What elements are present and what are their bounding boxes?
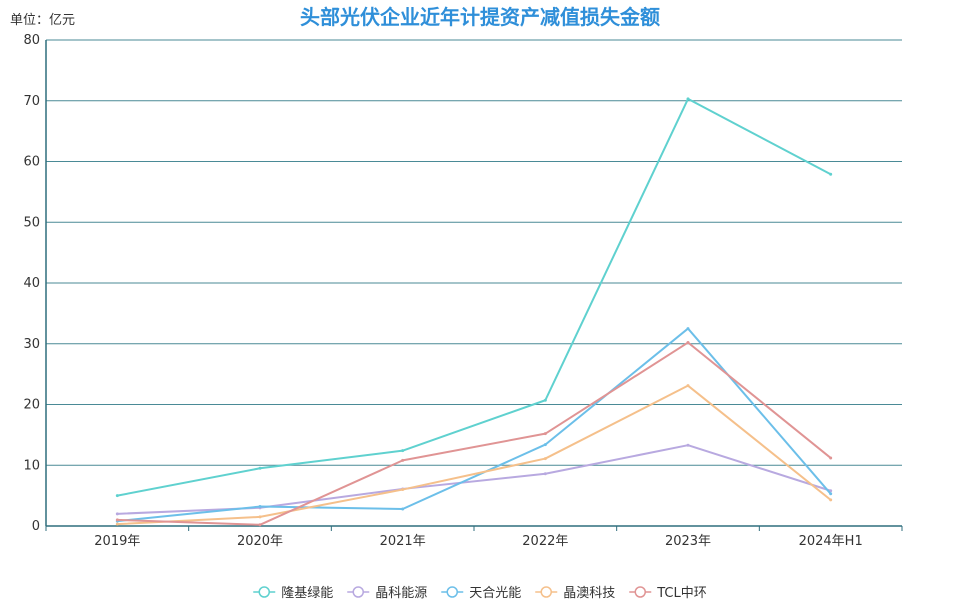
data-point <box>686 341 690 345</box>
data-point <box>115 518 119 522</box>
data-point <box>543 457 547 461</box>
legend: 隆基绿能 晶科能源 天合光能 晶澳科技 TCL中环 <box>253 585 707 601</box>
y-tick-label: 80 <box>23 33 40 48</box>
y-tick-label: 60 <box>23 155 40 170</box>
series-line <box>116 444 832 515</box>
legend-circle-icon <box>352 586 365 598</box>
data-point <box>686 384 690 388</box>
series-line <box>116 384 832 526</box>
series-layer <box>115 97 833 527</box>
chart-title: 头部光伏企业近年计提资产减值损失金额 <box>300 5 660 29</box>
y-tick-label: 40 <box>23 276 40 291</box>
x-tick-label: 2020年 <box>237 534 283 549</box>
data-point <box>401 449 405 453</box>
legend-label: 晶科能源 <box>375 586 427 601</box>
y-tick-label: 70 <box>23 94 40 109</box>
legend-item[interactable]: 晶科能源 <box>347 586 427 601</box>
data-point <box>258 523 262 527</box>
data-point <box>829 498 833 502</box>
legend-label: 隆基绿能 <box>281 586 333 601</box>
y-tick-label: 10 <box>23 458 40 473</box>
legend-circle-icon <box>634 586 647 598</box>
data-point <box>258 466 262 470</box>
data-point <box>258 515 262 519</box>
series-line <box>116 341 832 526</box>
data-point <box>543 432 547 436</box>
data-point <box>401 507 405 511</box>
legend-item[interactable]: 隆基绿能 <box>253 586 333 601</box>
legend-circle-icon <box>258 586 271 598</box>
data-point <box>543 443 547 447</box>
y-tick-label: 30 <box>23 337 40 352</box>
legend-circle-icon <box>446 586 459 598</box>
legend-item[interactable]: TCL中环 <box>629 586 707 601</box>
data-point <box>115 512 119 516</box>
legend-label: 晶澳科技 <box>563 585 615 601</box>
grid-layer <box>46 39 902 527</box>
data-point <box>829 456 833 460</box>
data-point <box>115 494 119 498</box>
x-tick-label: 2021年 <box>380 534 426 549</box>
x-tick-label: 2024年H1 <box>799 534 863 549</box>
y-tick-label: 0 <box>32 519 40 534</box>
legend-item[interactable]: 天合光能 <box>441 586 521 601</box>
legend-circle-icon <box>540 586 553 598</box>
y-axis-unit-label: 单位：亿元 <box>10 13 75 28</box>
data-point <box>686 443 690 447</box>
x-tick-label: 2022年 <box>522 534 568 549</box>
data-point <box>829 492 833 496</box>
x-tick-label: 2019年 <box>94 534 140 549</box>
data-point <box>543 398 547 402</box>
x-tick-label: 2023年 <box>665 534 711 549</box>
data-point <box>401 458 405 462</box>
y-tick-label: 50 <box>23 215 40 230</box>
y-tick-label: 20 <box>23 398 40 413</box>
data-point <box>258 505 262 509</box>
data-point <box>686 97 690 101</box>
series-line <box>116 97 832 497</box>
data-point <box>829 172 833 176</box>
data-point <box>401 488 405 492</box>
data-point <box>115 522 119 526</box>
legend-label: 天合光能 <box>469 586 521 601</box>
data-point <box>543 472 547 476</box>
axis-layer: 0 10 20 30 40 50 60 70 80 2019年 2020年 2021年 2022年 202… <box>23 33 903 549</box>
legend-label: TCL中环 <box>656 586 707 601</box>
legend-item[interactable]: 晶澳科技 <box>535 585 615 601</box>
data-point <box>686 327 690 331</box>
series-line <box>116 327 832 523</box>
